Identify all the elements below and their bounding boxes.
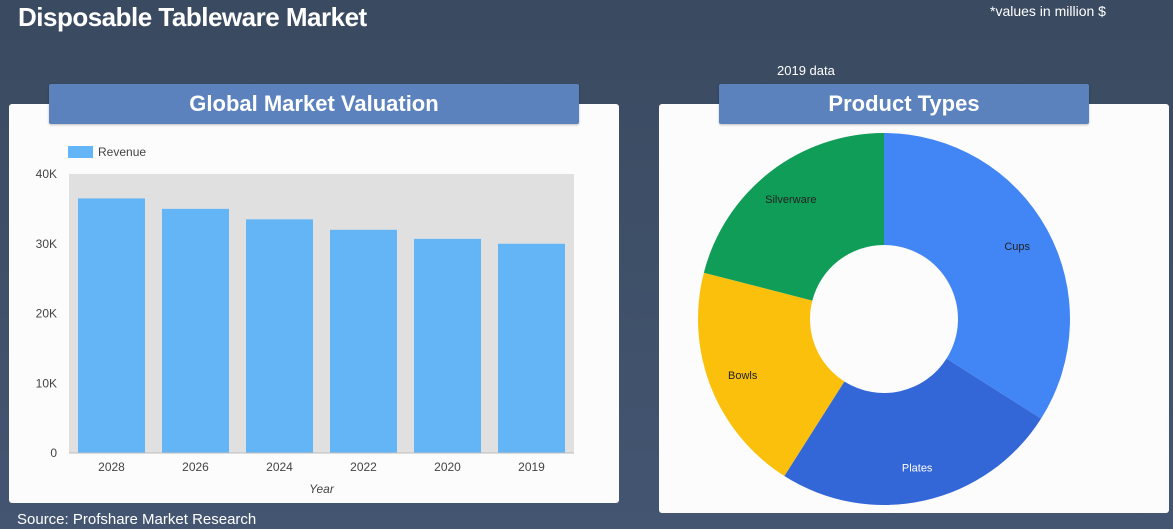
plot-area — [69, 174, 574, 453]
slice-cups — [884, 133, 1070, 419]
market-valuation-card: Revenue 0 10K 20K 30K 40K 2028 2026 2024 2022 2020… — [9, 104, 619, 503]
y-tick-label: 30K — [36, 237, 57, 251]
x-tick-label: 2024 — [266, 460, 293, 474]
bar-2028 — [78, 198, 145, 453]
x-tick-label: 2022 — [350, 460, 377, 474]
y-tick-label: 10K — [36, 376, 57, 390]
legend-swatch-revenue — [68, 146, 93, 158]
slice-plates — [784, 358, 1042, 505]
product-types-header: Product Types — [719, 84, 1089, 124]
donut-chart: Cups Plates Bowls Silverware — [698, 133, 1070, 505]
slice-label-silverware: Silverware — [765, 194, 816, 206]
legend-label-revenue: Revenue — [98, 145, 146, 159]
bar-chart: Revenue 0 10K 20K 30K 40K 2028 2026 2024 2022 2020… — [36, 145, 574, 496]
bar-2022 — [330, 229, 397, 453]
source-note: Source: Profshare Market Research — [17, 511, 257, 528]
page-title: Disposable Tableware Market — [18, 2, 367, 32]
x-tick-label: 2026 — [182, 460, 209, 474]
bar-2020 — [414, 238, 481, 453]
x-axis-label: Year — [309, 482, 335, 496]
bar-2026 — [162, 208, 229, 453]
bar-2019 — [498, 243, 565, 453]
slice-label-bowls: Bowls — [728, 370, 758, 382]
slice-label-plates: Plates — [902, 462, 933, 474]
slice-label-cups: Cups — [1004, 241, 1030, 253]
x-tick-label: 2019 — [518, 460, 545, 474]
market-valuation-header: Global Market Valuation — [49, 84, 579, 124]
x-tick-label: 2028 — [98, 460, 125, 474]
y-tick-label: 0 — [50, 446, 57, 460]
y-tick-label: 20K — [36, 307, 57, 321]
y-tick-label: 40K — [36, 167, 57, 181]
slice-silverware — [703, 133, 884, 301]
product-types-card: Cups Plates Bowls Silverware — [659, 104, 1169, 513]
pie-year-note: 2019 data — [777, 63, 835, 78]
bar-2024 — [246, 219, 313, 453]
slice-bowls — [698, 272, 845, 477]
x-tick-label: 2020 — [434, 460, 461, 474]
units-note: *values in million $ — [990, 3, 1106, 19]
